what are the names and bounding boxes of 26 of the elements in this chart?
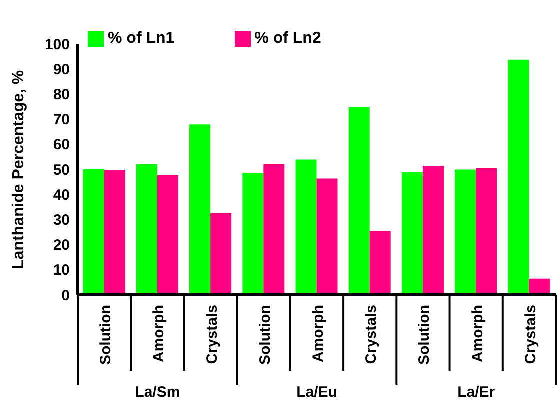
x-tick-label: Crystals [363,305,380,364]
x-tick-label: Amorph [310,305,327,362]
text: La/Eu [296,384,338,401]
x-tick-label: Amorph [150,305,168,362]
y-tick-label: 40 [53,186,70,204]
x-tick-label: Crystals [522,305,540,364]
y-tick-label: 70 [53,112,70,129]
y-tick-label: 80 [53,86,70,104]
x-tick-label: Amorph [469,305,486,362]
y-tick-label: 10 [53,262,70,280]
y-tick-label: 90 [53,61,70,78]
x-tick-label: Crystals [204,305,221,364]
y-tick-label: 30 [53,212,70,230]
x-tick-label: Solution [256,305,274,365]
text: La/Sm [135,384,180,401]
y-axis-title: Lanthanide Percentage, % [10,70,28,270]
y-tick-label: 20 [53,237,70,254]
legend-label: % of Ln2 [254,30,322,47]
y-tick-label: 60 [53,136,70,154]
text: La/Er [458,384,496,401]
legend-label: % of Ln1 [108,30,175,47]
y-tick-label: 0 [62,287,70,304]
x-tick-label: Solution [98,305,115,365]
y-tick-label: 50 [53,162,70,179]
y-tick-label: 100 [44,36,70,54]
x-tick-label: Solution [416,305,434,365]
